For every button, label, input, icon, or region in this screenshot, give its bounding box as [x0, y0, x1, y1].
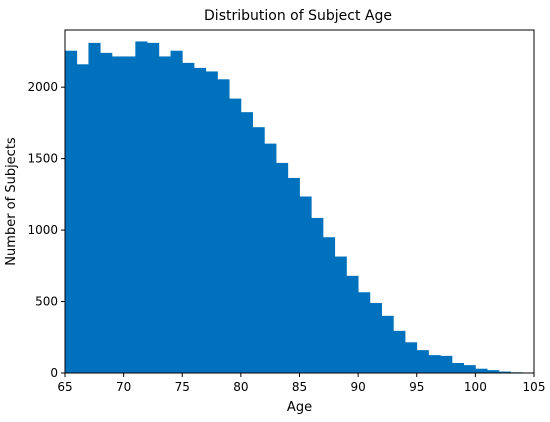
x-tick-label: 85 [292, 380, 307, 394]
histogram-bar [100, 53, 112, 373]
x-tick-label: 105 [523, 380, 546, 394]
histogram-bar [241, 112, 253, 373]
histogram-bar [475, 369, 487, 373]
histogram-bar [464, 365, 476, 373]
y-axis-label: Number of Subjects [4, 137, 19, 266]
x-tick-label: 100 [464, 380, 487, 394]
histogram-bar [323, 237, 335, 373]
histogram-bar [135, 41, 147, 373]
x-tick-label: 70 [116, 380, 131, 394]
histogram-bar [182, 63, 194, 373]
y-tick-label: 0 [50, 366, 58, 380]
histogram-bar [300, 196, 312, 373]
histogram-bar [77, 64, 89, 373]
histogram-bar [206, 71, 218, 373]
histogram-bar [393, 331, 405, 373]
histogram-bar [217, 79, 229, 373]
bars-layer [65, 41, 534, 373]
histogram-bar [346, 276, 358, 373]
x-tick-label: 90 [350, 380, 365, 394]
histogram-bar [88, 43, 100, 373]
histogram-bar [194, 68, 206, 373]
histogram-bar [417, 350, 429, 373]
histogram-bar [159, 56, 171, 373]
x-tick-label: 75 [175, 380, 190, 394]
histogram-bar [405, 342, 417, 373]
histogram-bar [382, 316, 394, 373]
histogram-bar [124, 56, 136, 373]
y-tick-label: 1500 [27, 152, 58, 166]
histogram-bar [147, 43, 159, 373]
histogram-bar [276, 163, 288, 373]
histogram-bar [253, 127, 265, 373]
histogram-bar [370, 303, 382, 373]
histogram-bar [452, 363, 464, 373]
histogram-bar [112, 56, 124, 373]
x-tick-label: 80 [233, 380, 248, 394]
x-tick-label: 95 [409, 380, 424, 394]
histogram-bar [335, 257, 347, 373]
histogram-bar [65, 51, 77, 373]
chart-title: Distribution of Subject Age [204, 8, 392, 24]
histogram-bar [229, 99, 241, 373]
histogram-bar [358, 292, 370, 373]
histogram-bar [264, 144, 276, 373]
y-tick-label: 2000 [27, 80, 58, 94]
x-axis-label: Age [287, 400, 312, 415]
histogram-bar [288, 178, 300, 373]
y-tick-label: 500 [35, 295, 58, 309]
histogram-bar [440, 356, 452, 373]
x-axis: 65 70 75 80 85 90 95 100 105 [57, 373, 545, 394]
histogram-bar [428, 355, 440, 373]
histogram-bar [311, 218, 323, 373]
y-axis: 0 500 1000 1500 2000 [27, 80, 65, 380]
x-tick-label: 65 [57, 380, 72, 394]
y-tick-label: 1000 [27, 223, 58, 237]
histogram-bar [171, 51, 183, 373]
